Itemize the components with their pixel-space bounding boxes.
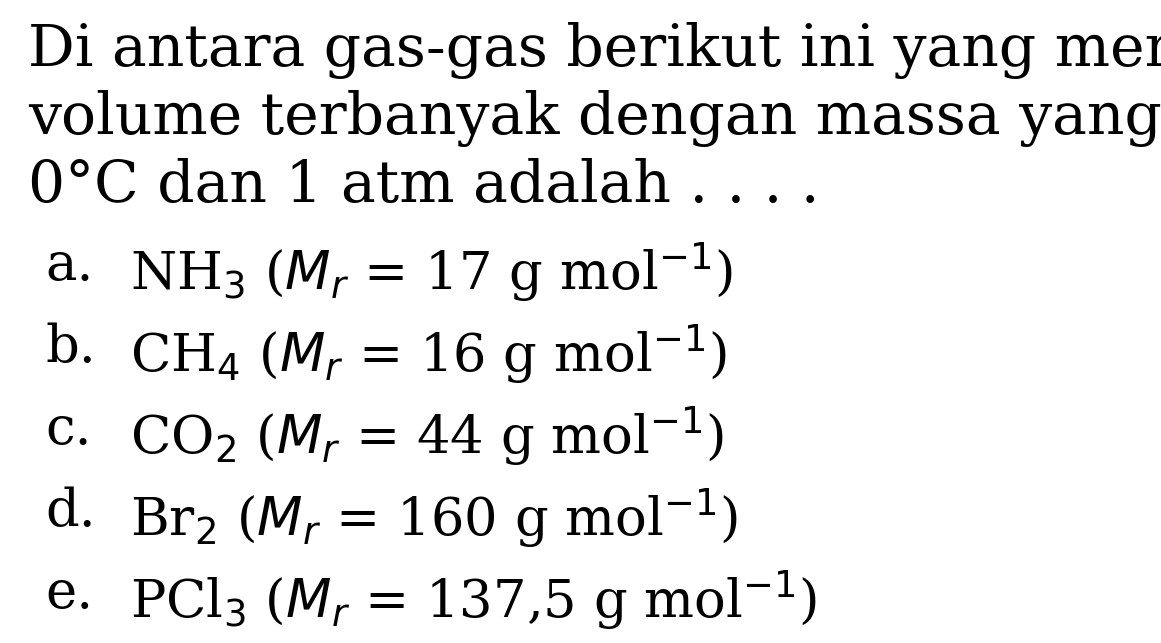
Text: PCl$_3$ ($M_r$ = 137,5 g mol$^{-1}$): PCl$_3$ ($M_r$ = 137,5 g mol$^{-1}$) bbox=[130, 568, 817, 631]
Text: b.: b. bbox=[45, 322, 95, 373]
Text: CO$_2$ ($M_r$ = 44 g mol$^{-1}$): CO$_2$ ($M_r$ = 44 g mol$^{-1}$) bbox=[130, 404, 724, 467]
Text: a.: a. bbox=[45, 240, 93, 291]
Text: NH$_3$ ($M_r$ = 17 g mol$^{-1}$): NH$_3$ ($M_r$ = 17 g mol$^{-1}$) bbox=[130, 240, 733, 303]
Text: e.: e. bbox=[45, 568, 93, 619]
Text: Di antara gas-gas berikut ini yang memiliki: Di antara gas-gas berikut ini yang memil… bbox=[28, 22, 1161, 79]
Text: volume terbanyak dengan massa yang sama pada: volume terbanyak dengan massa yang sama … bbox=[28, 90, 1161, 147]
Text: c.: c. bbox=[45, 404, 92, 455]
Text: CH$_4$ ($M_r$ = 16 g mol$^{-1}$): CH$_4$ ($M_r$ = 16 g mol$^{-1}$) bbox=[130, 322, 727, 386]
Text: 0°C dan 1 atm adalah . . . .: 0°C dan 1 atm adalah . . . . bbox=[28, 158, 820, 214]
Text: d.: d. bbox=[45, 486, 95, 537]
Text: Br$_2$ ($M_r$ = 160 g mol$^{-1}$): Br$_2$ ($M_r$ = 160 g mol$^{-1}$) bbox=[130, 486, 738, 550]
